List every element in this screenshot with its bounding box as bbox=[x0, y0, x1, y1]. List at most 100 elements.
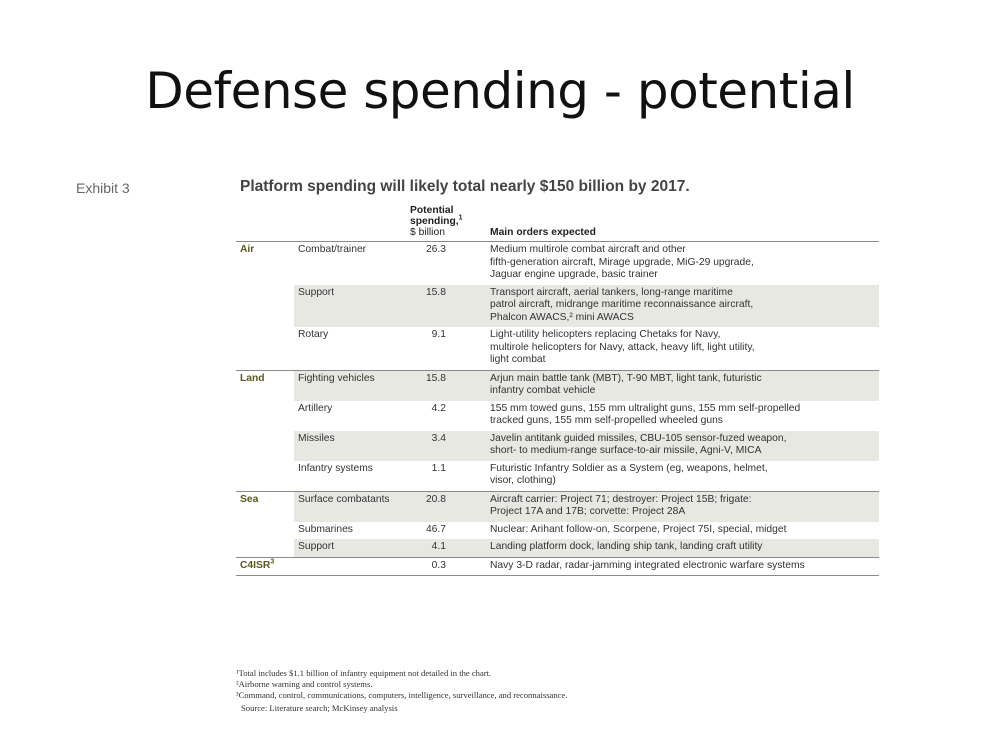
row-main-orders: Light-utility helicopters replacing Chet… bbox=[486, 327, 879, 370]
header-spending-unit: $ billion bbox=[410, 227, 445, 238]
row-subcategory: Artillery bbox=[298, 402, 333, 414]
row-group-text: Land bbox=[240, 372, 265, 384]
row-subcategory: Infantry systems bbox=[298, 462, 373, 474]
row-spending-value: 9.1 bbox=[431, 329, 446, 340]
orders-line: Arjun main battle tank (MBT), T-90 MBT, … bbox=[490, 372, 762, 384]
row-spending-value: 20.8 bbox=[406, 490, 486, 522]
row-subcategory: Support bbox=[294, 284, 406, 327]
row-group-label bbox=[236, 539, 294, 557]
table-row: Artillery 4.2 155 mm towed guns, 155 mm ul… bbox=[236, 401, 879, 431]
orders-line: Javelin antitank guided missiles, CBU-10… bbox=[490, 432, 787, 444]
orders-line: light combat bbox=[490, 354, 546, 365]
table-row: Missiles 3.4 Javelin antitank guided missi… bbox=[236, 430, 879, 461]
row-main-orders: Transport aircraft, aerial tankers, long… bbox=[486, 284, 879, 327]
orders-line: Transport aircraft, aerial tankers, long… bbox=[490, 286, 733, 298]
row-main-orders: 155 mm towed guns, 155 mm ultralight gun… bbox=[486, 401, 879, 431]
table-row: Sea Surface combatants 20.8 Aircraft carrie… bbox=[236, 490, 879, 522]
row-subcategory: Missiles bbox=[294, 430, 406, 461]
orders-line: visor, clothing) bbox=[490, 475, 556, 486]
spending-table: Potential spending,1 $ billion Main orde… bbox=[236, 205, 879, 576]
row-main-orders: Aircraft carrier: Project 71; destroyer:… bbox=[486, 490, 879, 522]
row-group-label bbox=[236, 431, 294, 461]
row-main-orders: Navy 3-D radar, radar-jamming integrated… bbox=[486, 556, 879, 576]
orders-line: Nuclear: Arihant follow-on, Scorpene, Pr… bbox=[490, 523, 787, 535]
row-spending-value: 26.3 bbox=[406, 241, 486, 285]
row-spending-value: 4.2 bbox=[431, 402, 446, 414]
row-group-label: Land bbox=[236, 369, 294, 401]
row-subcategory: Submarines bbox=[298, 523, 353, 535]
slide-title: Defense spending - potential bbox=[145, 62, 855, 120]
orders-line: 155 mm towed guns, 155 mm ultralight gun… bbox=[490, 402, 801, 414]
row-group-label bbox=[236, 401, 294, 431]
orders-line: Landing platform dock, landing ship tank… bbox=[490, 541, 763, 552]
orders-line: Phalcon AWACS,² mini AWACS bbox=[490, 311, 634, 323]
row-subcategory: Fighting vehicles bbox=[294, 369, 406, 401]
header-empty-group bbox=[236, 205, 294, 242]
row-group-text: Sea bbox=[240, 493, 259, 505]
row-group-label bbox=[236, 522, 294, 540]
orders-line: short- to medium-range surface-to-air mi… bbox=[490, 445, 762, 456]
footnote-2: ²Airborne warning and control systems. bbox=[236, 679, 373, 689]
header-spending-line2: spending, bbox=[410, 216, 459, 227]
row-group-text: Air bbox=[240, 244, 255, 255]
row-spending-value: 15.8 bbox=[406, 369, 486, 401]
footnote-1: ¹Total includes $1.1 billion of infantry… bbox=[236, 668, 492, 678]
row-subcategory bbox=[294, 556, 406, 576]
row-group-label: Air bbox=[236, 241, 294, 285]
row-spending-value: 4.1 bbox=[406, 539, 486, 557]
header-spending: Potential spending,1 $ billion bbox=[406, 205, 486, 242]
exhibit-label: Exhibit 3 bbox=[76, 180, 130, 196]
orders-line: Navy 3-D radar, radar-jamming integrated… bbox=[490, 559, 805, 571]
orders-line: infantry combat vehicle bbox=[490, 385, 596, 396]
footnotes: ¹Total includes $1.1 billion of infantry… bbox=[236, 668, 567, 714]
orders-line: Light-utility helicopters replacing Chet… bbox=[490, 329, 721, 340]
row-group-sup: 3 bbox=[270, 558, 275, 566]
row-group-label: C4ISR3 bbox=[236, 556, 294, 576]
orders-line: Project 17A and 17B; corvette: Project 2… bbox=[490, 506, 686, 517]
table-row: C4ISR3 0.3 Navy 3-D radar, radar-jamming i… bbox=[236, 556, 879, 576]
row-subcategory: Support bbox=[294, 539, 406, 557]
header-spending-line1: Potential bbox=[410, 205, 454, 216]
table-row: Land Fighting vehicles 15.8 Arjun main batt… bbox=[236, 369, 879, 401]
header-spending-sup: 1 bbox=[458, 214, 463, 222]
row-main-orders: Medium multirole combat aircraft and oth… bbox=[486, 241, 879, 285]
row-main-orders: Javelin antitank guided missiles, CBU-10… bbox=[486, 430, 879, 461]
table-body: Air Combat/trainer 26.3 Medium multirole co… bbox=[236, 241, 879, 576]
row-spending-value: 1.1 bbox=[431, 462, 446, 474]
orders-line: Jaguar engine upgrade, basic trainer bbox=[490, 269, 658, 280]
row-spending-value: 15.8 bbox=[406, 284, 486, 327]
row-main-orders: Nuclear: Arihant follow-on, Scorpene, Pr… bbox=[486, 522, 879, 540]
row-subcategory: Surface combatants bbox=[294, 490, 406, 522]
table-row: Air Combat/trainer 26.3 Medium multirole co… bbox=[236, 241, 879, 285]
exhibit-title: Platform spending will likely total near… bbox=[240, 178, 690, 195]
row-main-orders: Landing platform dock, landing ship tank… bbox=[486, 539, 879, 557]
table-row: Rotary 9.1 Light-utility helicopters repla… bbox=[236, 327, 879, 370]
orders-line: fifth-generation aircraft, Mirage upgrad… bbox=[490, 256, 754, 268]
table-row: Submarines 46.7 Nuclear: Arihant follow-on… bbox=[236, 522, 879, 540]
row-group-label bbox=[236, 461, 294, 492]
source-note: Source: Literature search; McKinsey anal… bbox=[241, 703, 398, 713]
orders-line: Futuristic Infantry Soldier as a System … bbox=[490, 462, 768, 474]
row-spending-value: 46.7 bbox=[425, 523, 446, 535]
table-row: Infantry systems 1.1 Futuristic Infantry S… bbox=[236, 461, 879, 492]
row-group-label bbox=[236, 285, 294, 328]
footnote-3: ³Command, control, communications, compu… bbox=[236, 690, 568, 700]
orders-line: Aircraft carrier: Project 71; destroyer:… bbox=[490, 493, 752, 505]
row-subcategory: Rotary bbox=[298, 329, 329, 340]
orders-line: Medium multirole combat aircraft and oth… bbox=[490, 244, 686, 255]
orders-line: multirole helicopters for Navy, attack, … bbox=[490, 341, 755, 353]
row-group-label: Sea bbox=[236, 490, 294, 522]
row-group-text: C4ISR bbox=[240, 559, 271, 571]
row-main-orders: Futuristic Infantry Soldier as a System … bbox=[486, 461, 879, 492]
row-spending-value: 3.4 bbox=[406, 430, 486, 461]
header-main-orders: Main orders expected bbox=[486, 205, 879, 242]
table-row: Support 4.1 Landing platform dock, landing… bbox=[236, 539, 879, 557]
table-row: Support 15.8 Transport aircraft, aerial ta… bbox=[236, 284, 879, 328]
header-empty-sub bbox=[294, 205, 406, 242]
row-subcategory: Combat/trainer bbox=[294, 241, 406, 285]
row-main-orders: Arjun main battle tank (MBT), T-90 MBT, … bbox=[486, 369, 879, 401]
row-spending-value: 0.3 bbox=[406, 556, 486, 576]
orders-line: tracked guns, 155 mm self-propelled whee… bbox=[490, 415, 723, 426]
orders-line: patrol aircraft, midrange maritime recon… bbox=[490, 299, 754, 310]
table-header-row: Potential spending,1 $ billion Main orde… bbox=[236, 205, 879, 242]
